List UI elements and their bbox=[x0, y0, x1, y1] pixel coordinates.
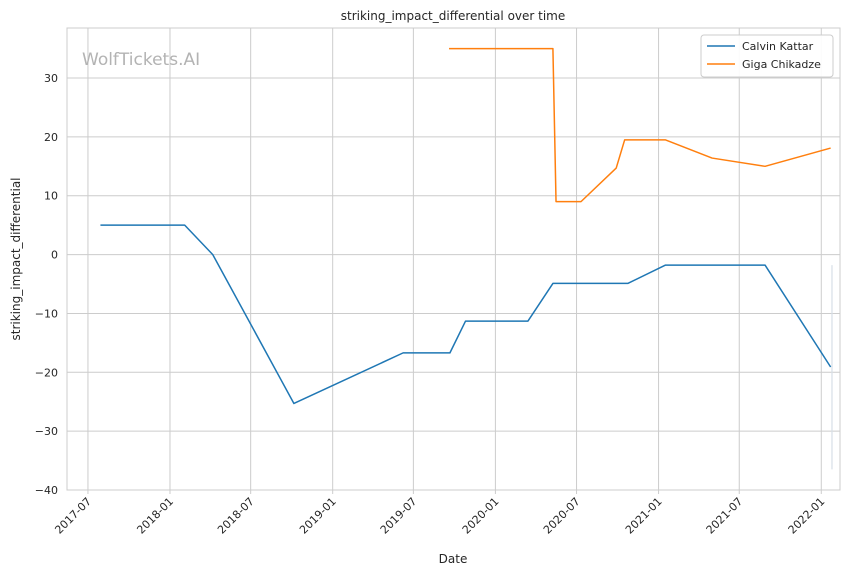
x-tick-label-2: 2018-07 bbox=[215, 495, 257, 537]
plot-background bbox=[67, 28, 840, 490]
y-tick-label-2: −20 bbox=[35, 366, 58, 379]
watermark-text: WolfTickets.AI bbox=[82, 50, 200, 70]
y-tick-labels: −40 −30 −20 −10 0 10 20 30 bbox=[35, 72, 58, 497]
y-tick-label-0: −40 bbox=[35, 484, 58, 497]
x-axis-label: Date bbox=[439, 552, 468, 566]
x-tick-label-8: 2021-07 bbox=[704, 495, 746, 537]
x-tick-labels: 2017-07 2018-01 2018-07 2019-01 2019-07 2020-… bbox=[52, 490, 827, 537]
x-tick-label-5: 2020-01 bbox=[460, 495, 502, 537]
x-tick-label-7: 2021-01 bbox=[623, 495, 665, 537]
y-tick-label-6: 20 bbox=[44, 131, 58, 144]
legend: Calvin Kattar Giga Chikadze bbox=[700, 34, 834, 78]
series-line-1 bbox=[449, 47, 831, 203]
x-tick-label-1: 2018-01 bbox=[134, 495, 176, 537]
legend-label-0: Calvin Kattar bbox=[742, 40, 814, 53]
y-tick-label-3: −10 bbox=[35, 307, 58, 320]
y-tick-label-4: 0 bbox=[51, 249, 58, 262]
legend-label-1: Giga Chikadze bbox=[742, 58, 821, 71]
x-gridlines bbox=[87, 28, 822, 490]
y-tick-label-7: 30 bbox=[44, 72, 58, 85]
x-tick-label-0: 2017-07 bbox=[52, 495, 94, 537]
x-tick-label-9: 2022-01 bbox=[786, 495, 828, 537]
series-lines bbox=[100, 47, 832, 405]
plot-frame bbox=[66, 27, 841, 491]
x-tick-label-6: 2020-07 bbox=[541, 495, 583, 537]
x-tick-label-3: 2019-01 bbox=[297, 495, 339, 537]
chart-title: striking_impact_differential over time bbox=[341, 9, 566, 23]
x-tick-label-4: 2019-07 bbox=[378, 495, 420, 537]
series-line-0 bbox=[100, 224, 832, 405]
y-axis-label: striking_impact_differential bbox=[9, 177, 23, 340]
y-tick-label-1: −30 bbox=[35, 425, 58, 438]
y-tick-label-5: 10 bbox=[44, 190, 58, 203]
